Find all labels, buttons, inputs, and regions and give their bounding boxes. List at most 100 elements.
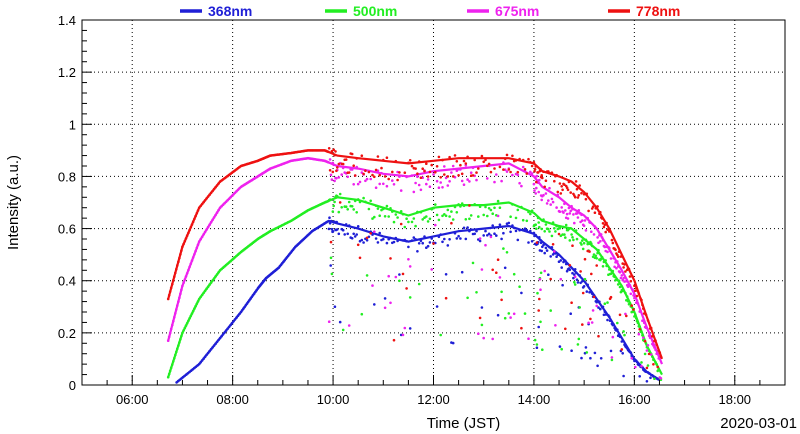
data-point bbox=[392, 338, 396, 342]
data-point bbox=[584, 346, 588, 349]
data-point bbox=[576, 216, 580, 219]
data-point bbox=[329, 240, 333, 244]
data-point bbox=[594, 207, 598, 210]
data-point bbox=[337, 210, 341, 214]
data-point bbox=[639, 309, 642, 313]
data-point bbox=[507, 312, 511, 315]
data-point bbox=[563, 202, 566, 206]
data-point bbox=[620, 348, 624, 351]
data-point bbox=[340, 206, 344, 209]
data-point bbox=[583, 257, 587, 261]
data-point bbox=[642, 336, 645, 340]
data-point bbox=[571, 207, 574, 211]
data-point bbox=[536, 171, 540, 174]
data-point bbox=[212, 216, 216, 219]
data-point bbox=[238, 312, 241, 316]
data-point bbox=[559, 277, 563, 281]
data-point bbox=[618, 313, 622, 317]
data-point bbox=[337, 232, 341, 236]
data-point bbox=[621, 352, 624, 355]
data-point bbox=[621, 289, 624, 293]
data-point bbox=[441, 158, 444, 162]
data-point bbox=[214, 275, 217, 278]
data-point bbox=[511, 224, 514, 227]
x-tick-label: 18:00 bbox=[719, 392, 752, 407]
data-point bbox=[174, 271, 177, 275]
data-point bbox=[606, 250, 609, 254]
data-point bbox=[599, 233, 603, 236]
data-point bbox=[512, 226, 516, 230]
data-point bbox=[196, 243, 200, 247]
data-point bbox=[398, 175, 401, 178]
data-point bbox=[568, 268, 572, 272]
data-point bbox=[391, 179, 394, 182]
data-point bbox=[541, 176, 544, 180]
data-point bbox=[189, 262, 193, 266]
data-point bbox=[548, 186, 551, 190]
data-point bbox=[569, 312, 572, 316]
data-point bbox=[562, 211, 565, 214]
data-point bbox=[211, 279, 214, 282]
data-point bbox=[631, 275, 634, 279]
data-point bbox=[495, 234, 498, 237]
data-point bbox=[657, 367, 660, 371]
data-point bbox=[196, 300, 200, 303]
data-point bbox=[629, 279, 633, 283]
data-point bbox=[518, 285, 521, 289]
data-point bbox=[355, 165, 359, 169]
data-point bbox=[439, 181, 443, 184]
data-point bbox=[606, 301, 609, 304]
data-point bbox=[489, 235, 493, 239]
data-point bbox=[548, 171, 551, 175]
data-point bbox=[206, 195, 210, 198]
data-point bbox=[630, 356, 633, 360]
data-point bbox=[604, 230, 607, 234]
data-point bbox=[511, 154, 514, 158]
data-point bbox=[423, 235, 426, 238]
data-point bbox=[567, 206, 571, 210]
data-point bbox=[622, 330, 625, 333]
data-point bbox=[603, 223, 607, 227]
data-point bbox=[625, 314, 628, 318]
data-point bbox=[575, 237, 579, 241]
data-point bbox=[373, 215, 376, 219]
data-point bbox=[371, 284, 374, 287]
data-point bbox=[405, 217, 408, 220]
data-point bbox=[209, 220, 213, 224]
data-point bbox=[608, 246, 611, 250]
data-point bbox=[653, 377, 656, 381]
data-point bbox=[575, 278, 579, 282]
data-point bbox=[615, 266, 618, 270]
data-point bbox=[378, 231, 382, 235]
data-point bbox=[520, 291, 523, 295]
data-point bbox=[337, 162, 341, 166]
data-point bbox=[644, 342, 648, 345]
data-point bbox=[350, 237, 354, 240]
data-point bbox=[652, 363, 655, 366]
data-point bbox=[598, 300, 601, 304]
data-point bbox=[593, 351, 597, 355]
data-point bbox=[205, 197, 208, 200]
data-point bbox=[659, 377, 663, 380]
data-point bbox=[478, 205, 482, 208]
data-point bbox=[653, 346, 656, 349]
data-point bbox=[578, 212, 581, 215]
data-point bbox=[328, 158, 332, 161]
data-point bbox=[573, 221, 576, 225]
data-point bbox=[190, 223, 194, 226]
data-point bbox=[329, 173, 333, 177]
data-point bbox=[652, 358, 655, 362]
data-point bbox=[178, 256, 181, 260]
data-point bbox=[604, 259, 607, 262]
data-point bbox=[630, 354, 633, 358]
data-point bbox=[550, 197, 554, 201]
data-point bbox=[576, 196, 580, 199]
data-point bbox=[408, 159, 412, 162]
data-point bbox=[462, 204, 466, 208]
data-point bbox=[635, 294, 639, 298]
data-point bbox=[459, 163, 462, 167]
data-point bbox=[560, 185, 563, 188]
data-point bbox=[551, 200, 555, 204]
data-point bbox=[364, 179, 367, 183]
data-point bbox=[437, 155, 441, 159]
